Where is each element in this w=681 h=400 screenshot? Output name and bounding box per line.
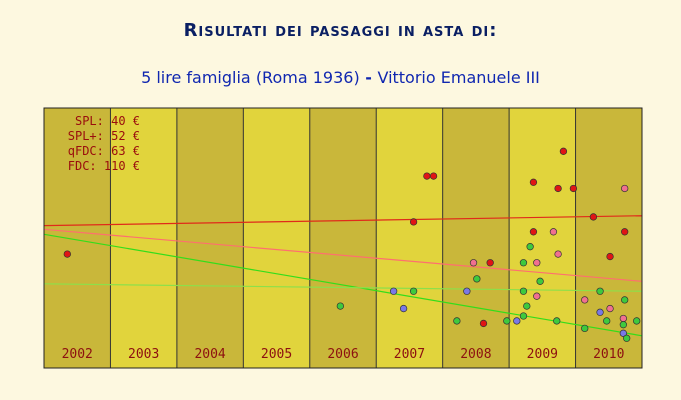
data-point-fdc <box>409 218 418 226</box>
x-tick-label-2008: 2008 <box>460 347 491 362</box>
trend-line-spl <box>43 233 643 337</box>
data-point-spl <box>336 302 344 310</box>
data-point-spl-plus <box>619 329 628 337</box>
data-point-spl <box>526 243 534 251</box>
grade-legend: SPL: 40 €SPL+: 52 €qFDC: 63 €FDC: 110 € <box>68 114 140 173</box>
data-point-qfdc <box>533 259 541 267</box>
data-point-spl-plus <box>399 304 408 313</box>
data-point-fdc <box>529 228 538 236</box>
data-point-fdc <box>559 147 568 155</box>
subtitle-coin: 5 lire famiglia (Roma 1936) <box>141 68 360 87</box>
year-band-2009 <box>509 108 576 368</box>
data-point-spl <box>519 312 528 320</box>
data-point-fdc <box>554 184 562 193</box>
trend-line-spl+ <box>43 283 643 292</box>
data-point-spl <box>623 334 631 342</box>
plot-frame <box>43 107 643 369</box>
data-point-fdc <box>423 172 431 180</box>
subtitle-separator: - <box>359 68 378 87</box>
data-point-spl <box>523 302 531 310</box>
data-point-fdc <box>621 228 629 236</box>
year-band-2004 <box>176 108 244 368</box>
data-point-spl <box>633 317 641 325</box>
data-point-qfdc <box>581 296 589 304</box>
year-band-2007 <box>376 108 443 368</box>
legend-entry-3: FDC: 110 € <box>68 159 140 173</box>
trend-lines <box>43 215 643 337</box>
year-band-2002 <box>44 108 111 368</box>
data-point-fdc <box>589 213 598 221</box>
data-point-spl <box>519 287 528 295</box>
data-point-spl-plus <box>463 287 471 295</box>
year-labels: 2002 2003 2004 2005 2006 2007 2008 2009 2010 <box>62 347 625 362</box>
data-point-spl <box>553 317 561 325</box>
year-band-2008 <box>442 108 510 368</box>
year-band-2005 <box>243 108 310 368</box>
data-point-qfdc <box>554 250 562 258</box>
data-point-qfdc <box>533 292 541 300</box>
page-title: Risultati dei passaggi in asta di: <box>183 20 498 41</box>
data-point-spl-plus <box>596 308 604 316</box>
data-point-spl <box>473 275 481 283</box>
trend-line-fdc <box>43 215 643 227</box>
data-point-fdc <box>569 184 578 193</box>
x-tick-label-2010: 2010 <box>593 347 624 362</box>
page-subtitle: 5 lire famiglia (Roma 1936) - Vittorio E… <box>0 68 681 87</box>
year-band-2010 <box>575 108 642 368</box>
legend-entry-1: SPL+: 52 € <box>68 129 140 143</box>
data-point-spl <box>453 317 461 325</box>
legend-entry-2: qFDC: 63 € <box>68 144 140 158</box>
x-tick-label-2004: 2004 <box>194 347 225 362</box>
trend-line-qfdc <box>43 228 643 282</box>
subtitle-king: Vittorio Emanuele III <box>377 68 540 87</box>
year-bands <box>44 108 642 368</box>
x-tick-label-2002: 2002 <box>62 347 93 362</box>
x-tick-label-2005: 2005 <box>261 347 292 362</box>
data-point-qfdc <box>549 228 558 236</box>
x-tick-label-2007: 2007 <box>394 347 425 362</box>
data-point-qfdc <box>621 184 629 193</box>
data-point-spl <box>536 277 544 285</box>
legend-entry-0: SPL: 40 € <box>75 114 140 128</box>
data-points <box>63 147 641 342</box>
data-point-spl <box>621 296 629 304</box>
x-tick-label-2003: 2003 <box>128 347 159 362</box>
x-tick-label-2006: 2006 <box>327 347 358 362</box>
x-tick-label-2009: 2009 <box>527 347 558 362</box>
data-point-fdc <box>606 252 614 261</box>
data-point-fdc <box>429 172 438 180</box>
data-point-fdc <box>486 259 494 267</box>
data-point-fdc <box>63 250 71 258</box>
data-point-fdc <box>529 178 538 186</box>
data-point-spl-plus <box>389 287 398 295</box>
data-point-spl <box>596 287 604 295</box>
data-point-qfdc <box>469 259 478 267</box>
data-point-spl <box>519 259 528 267</box>
data-point-spl <box>409 287 418 295</box>
data-point-spl <box>503 317 511 325</box>
year-band-2006 <box>309 108 377 368</box>
data-point-qfdc <box>619 314 628 323</box>
data-point-qfdc <box>606 304 614 313</box>
data-point-spl-plus <box>513 317 521 325</box>
data-point-fdc <box>479 319 488 328</box>
data-point-spl <box>581 324 589 333</box>
data-point-spl <box>603 317 611 325</box>
data-point-spl <box>619 321 628 329</box>
